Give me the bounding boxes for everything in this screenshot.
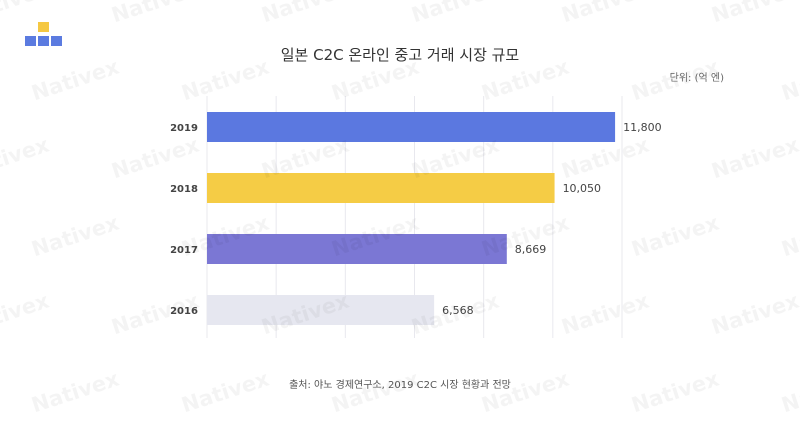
logo-square-middle bbox=[38, 36, 49, 46]
value-label-2017: 8,669 bbox=[515, 243, 547, 256]
nativex-logo bbox=[25, 22, 62, 46]
value-label-2018: 10,050 bbox=[563, 182, 602, 195]
bar-2016 bbox=[207, 295, 435, 325]
logo-square-top bbox=[38, 22, 49, 32]
unit-label: 단위: (억 엔) bbox=[669, 73, 724, 84]
bar-2017 bbox=[207, 234, 507, 264]
value-label-2016: 6,568 bbox=[442, 304, 474, 317]
category-label-2017: 2017 bbox=[170, 245, 198, 256]
source-note: 출처: 야노 경제연구소, 2019 C2C 시장 현황과 전망 bbox=[289, 380, 511, 391]
value-label-2019: 11,800 bbox=[623, 121, 662, 134]
logo-square-left bbox=[25, 36, 36, 46]
bar-2019 bbox=[207, 112, 616, 142]
category-label-2016: 2016 bbox=[170, 306, 198, 317]
chart-title: 일본 C2C 온라인 중고 거래 시장 규모 bbox=[280, 46, 520, 64]
category-label-2018: 2018 bbox=[170, 184, 198, 195]
bar-2018 bbox=[207, 173, 555, 203]
category-label-2019: 2019 bbox=[170, 123, 198, 134]
logo-square-right bbox=[51, 36, 62, 46]
